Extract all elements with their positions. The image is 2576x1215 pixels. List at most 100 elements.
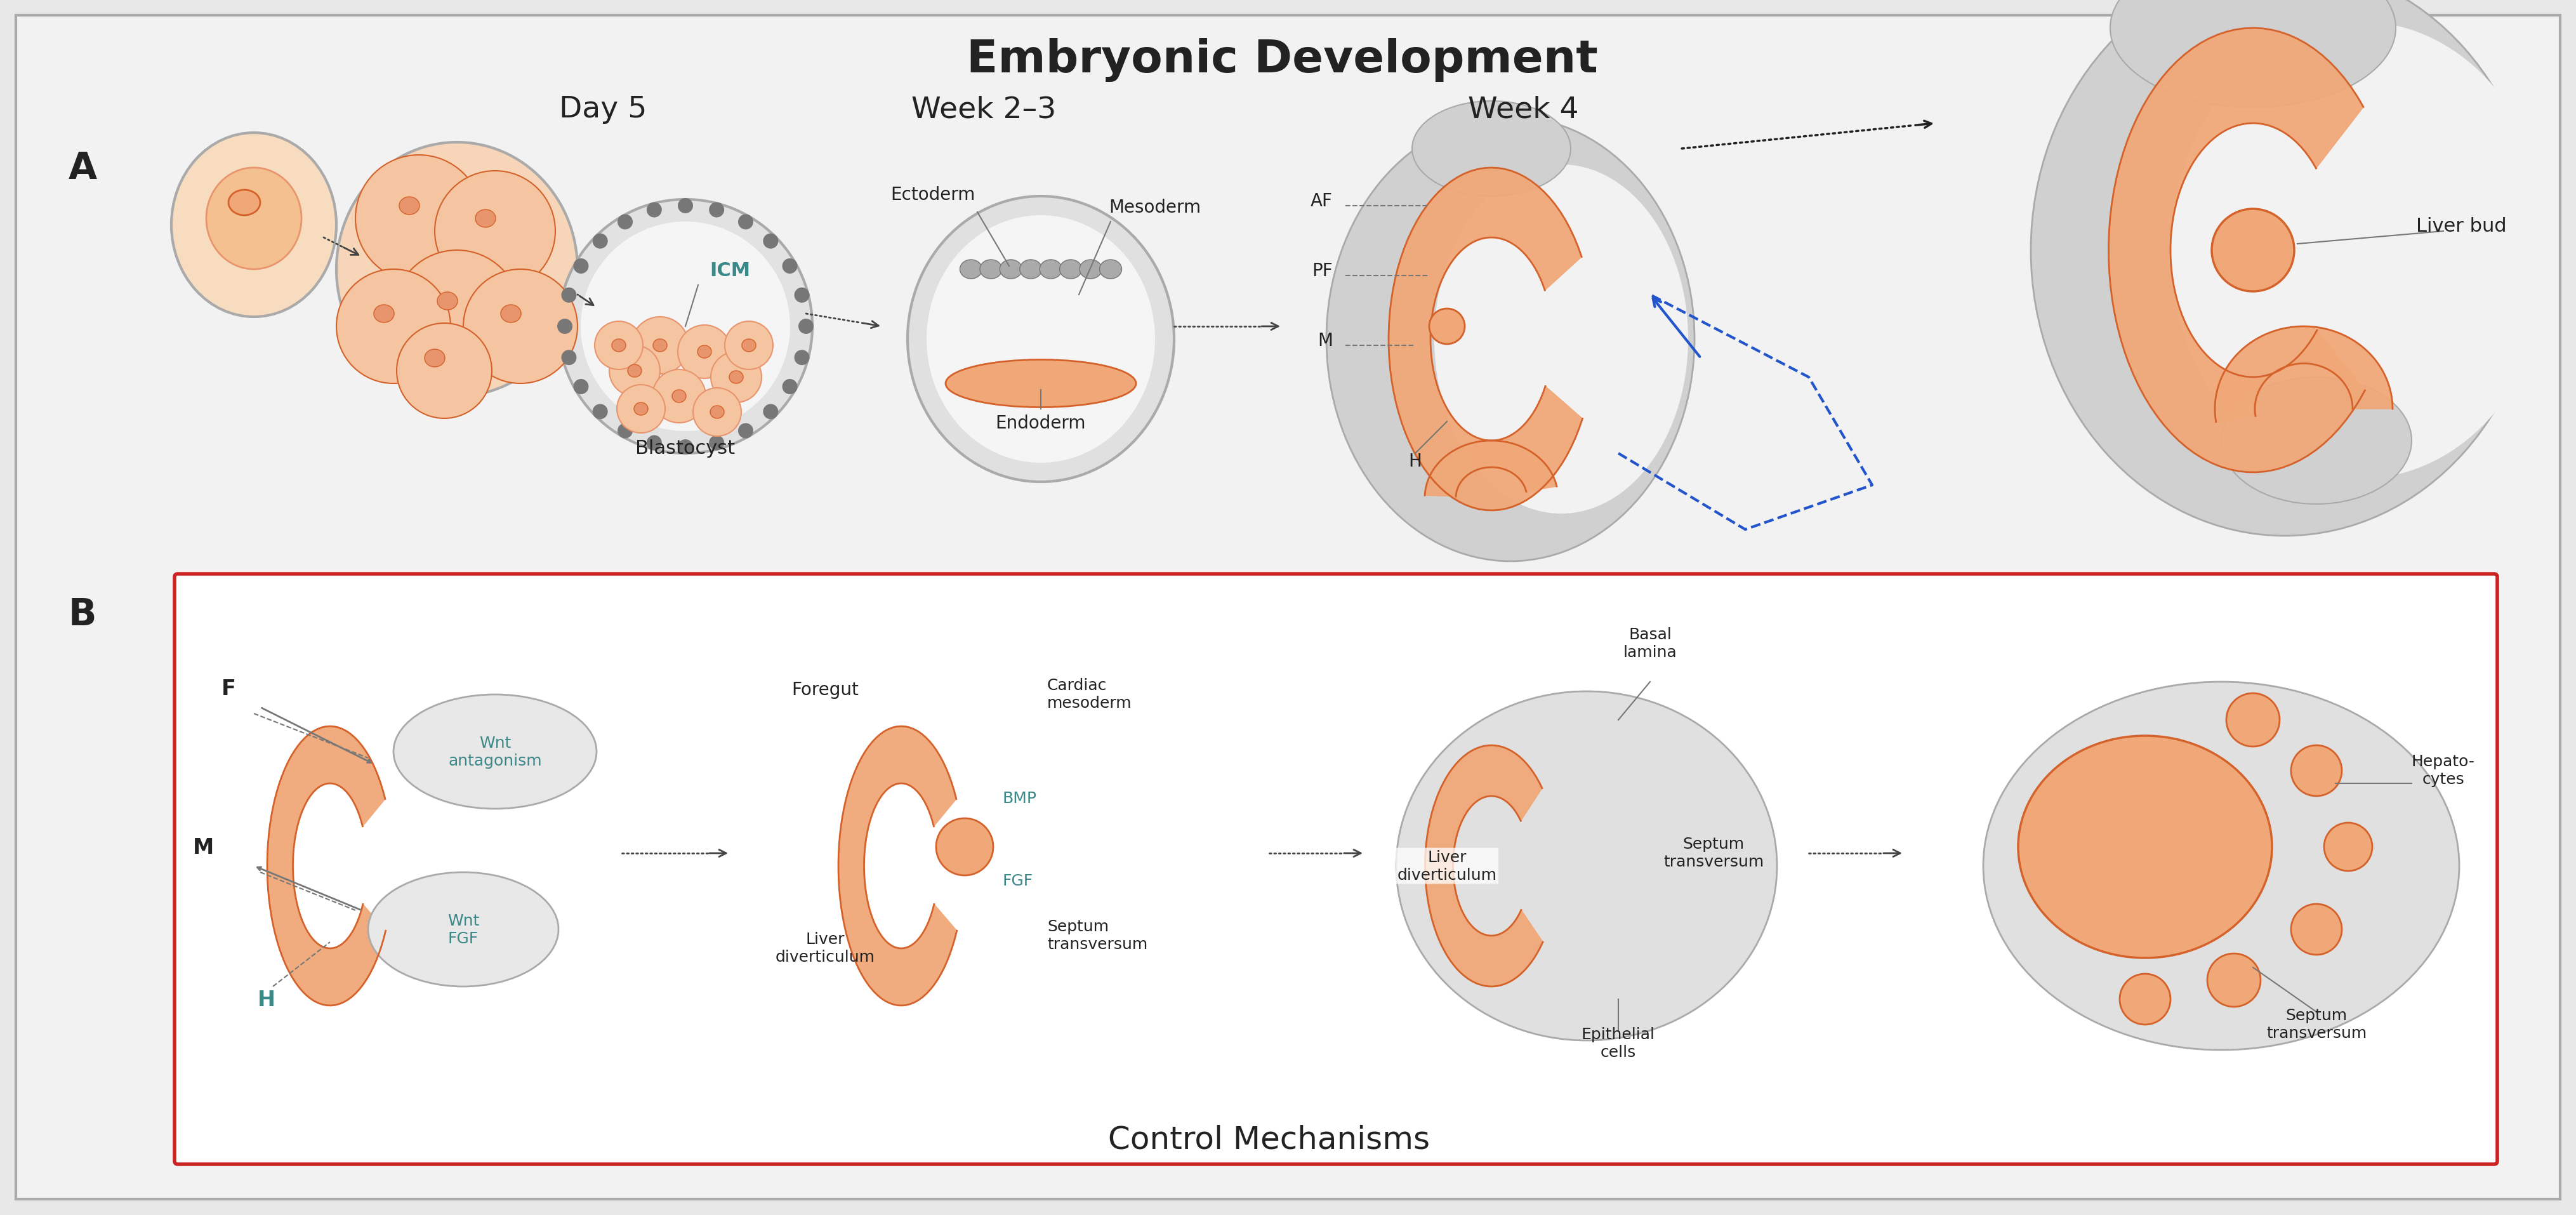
Text: Cardiac
mesoderm: Cardiac mesoderm xyxy=(1048,678,1131,711)
Ellipse shape xyxy=(477,210,495,227)
Ellipse shape xyxy=(2017,736,2272,959)
Circle shape xyxy=(647,435,662,451)
Text: Endoderm: Endoderm xyxy=(994,414,1087,433)
Ellipse shape xyxy=(1435,165,1687,514)
Circle shape xyxy=(2226,694,2280,747)
Text: Liver bud: Liver bud xyxy=(2416,217,2506,236)
Text: B: B xyxy=(70,597,98,633)
Ellipse shape xyxy=(374,305,394,323)
Text: M: M xyxy=(1316,332,1332,350)
Text: Wnt
FGF: Wnt FGF xyxy=(448,912,479,946)
Ellipse shape xyxy=(1100,260,1121,279)
Polygon shape xyxy=(1388,168,1582,510)
Ellipse shape xyxy=(394,695,598,809)
Circle shape xyxy=(677,440,693,454)
Text: Septum
transversum: Septum transversum xyxy=(1664,836,1765,869)
Text: Septum
transversum: Septum transversum xyxy=(1048,919,1146,951)
Circle shape xyxy=(652,369,706,423)
Circle shape xyxy=(1430,309,1466,345)
Ellipse shape xyxy=(729,371,742,384)
Circle shape xyxy=(595,322,644,369)
Circle shape xyxy=(711,352,762,403)
Ellipse shape xyxy=(907,197,1175,482)
Circle shape xyxy=(762,405,778,419)
Text: Blastocyst: Blastocyst xyxy=(636,439,734,458)
FancyBboxPatch shape xyxy=(15,16,2561,1199)
Ellipse shape xyxy=(611,339,626,352)
Text: M: M xyxy=(193,837,214,858)
Text: Day 5: Day 5 xyxy=(559,95,647,124)
Ellipse shape xyxy=(999,260,1023,279)
Text: Mesoderm: Mesoderm xyxy=(1110,198,1200,216)
Circle shape xyxy=(562,288,577,304)
Circle shape xyxy=(2213,209,2295,292)
Ellipse shape xyxy=(229,191,260,216)
Circle shape xyxy=(631,317,688,374)
Ellipse shape xyxy=(337,142,577,396)
Circle shape xyxy=(693,389,742,436)
Text: Basal
lamina: Basal lamina xyxy=(1623,627,1677,660)
Ellipse shape xyxy=(1396,691,1777,1040)
Polygon shape xyxy=(268,727,386,1006)
Circle shape xyxy=(935,819,994,876)
Circle shape xyxy=(464,270,577,384)
Ellipse shape xyxy=(1984,682,2460,1050)
Polygon shape xyxy=(2215,327,2393,423)
Circle shape xyxy=(783,379,799,395)
Circle shape xyxy=(397,323,492,419)
Polygon shape xyxy=(837,727,956,1006)
Circle shape xyxy=(574,259,587,275)
Polygon shape xyxy=(1425,441,1556,497)
Circle shape xyxy=(435,171,556,292)
Ellipse shape xyxy=(634,403,649,416)
Ellipse shape xyxy=(927,216,1154,463)
Circle shape xyxy=(618,424,634,439)
Circle shape xyxy=(394,250,520,378)
Ellipse shape xyxy=(1020,260,1041,279)
Circle shape xyxy=(793,288,809,304)
Ellipse shape xyxy=(945,360,1136,408)
Ellipse shape xyxy=(2110,0,2396,108)
Text: F: F xyxy=(222,678,237,699)
Circle shape xyxy=(708,435,724,451)
Circle shape xyxy=(739,215,752,230)
Text: Control Mechanisms: Control Mechanisms xyxy=(1108,1124,1430,1154)
Circle shape xyxy=(783,259,799,275)
Circle shape xyxy=(2208,954,2262,1007)
Circle shape xyxy=(762,234,778,249)
Ellipse shape xyxy=(672,390,685,403)
Circle shape xyxy=(592,234,608,249)
Text: Week 2–3: Week 2–3 xyxy=(912,95,1056,124)
Text: Week 4: Week 4 xyxy=(1468,95,1579,124)
Text: PF: PF xyxy=(1311,262,1332,279)
Ellipse shape xyxy=(399,197,420,215)
Text: Liver
diverticulum: Liver diverticulum xyxy=(775,932,876,965)
Circle shape xyxy=(592,405,608,419)
Text: Embryonic Development: Embryonic Development xyxy=(966,38,1597,81)
Ellipse shape xyxy=(1412,102,1571,197)
Polygon shape xyxy=(2110,28,2365,473)
Ellipse shape xyxy=(979,260,1002,279)
Circle shape xyxy=(2324,823,2372,871)
Ellipse shape xyxy=(425,350,446,367)
Circle shape xyxy=(2290,904,2342,955)
Ellipse shape xyxy=(1327,118,1695,561)
Ellipse shape xyxy=(1041,260,1061,279)
Ellipse shape xyxy=(698,346,711,358)
Circle shape xyxy=(2290,746,2342,796)
Text: Epithelial
cells: Epithelial cells xyxy=(1582,1027,1656,1059)
Text: H: H xyxy=(258,989,276,1010)
Ellipse shape xyxy=(173,134,337,317)
Ellipse shape xyxy=(1079,260,1103,279)
Text: Liver
diverticulum: Liver diverticulum xyxy=(1396,849,1497,882)
Ellipse shape xyxy=(711,406,724,419)
Text: Foregut: Foregut xyxy=(791,680,858,699)
Circle shape xyxy=(647,203,662,217)
Circle shape xyxy=(616,385,665,434)
Circle shape xyxy=(556,320,572,334)
Ellipse shape xyxy=(961,260,981,279)
Circle shape xyxy=(677,198,693,214)
Text: A: A xyxy=(67,149,98,186)
Circle shape xyxy=(793,350,809,366)
Text: AF: AF xyxy=(1311,192,1332,210)
